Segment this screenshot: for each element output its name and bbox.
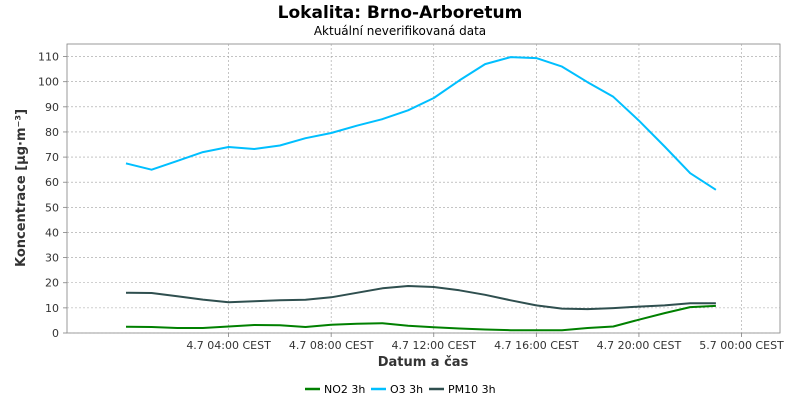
y-tick-label: 0	[52, 327, 59, 340]
y-tick-label: 90	[45, 101, 59, 114]
y-tick-label: 100	[38, 76, 59, 89]
y-tick-label: 80	[45, 126, 59, 139]
y-tick-label: 30	[45, 252, 59, 265]
y-tick-label: 40	[45, 226, 59, 239]
y-tick-label: 50	[45, 201, 59, 214]
legend-item-label: NO2 3h	[324, 383, 365, 396]
series-line-no2-3h	[125, 304, 716, 332]
chart-title: Lokalita: Brno-Arboretum	[278, 3, 523, 23]
x-tick-label: 4.7 04:00 CEST	[186, 339, 271, 352]
series-line-o3-3h	[125, 56, 717, 191]
y-tick-label: 60	[45, 176, 59, 189]
x-axis-ticks: 4.7 04:00 CEST 4.7 08:00 CEST 4.7 12:00 CE…	[186, 333, 784, 352]
x-tick-label: 4.7 20:00 CEST	[597, 339, 682, 352]
y-tick-label: 10	[45, 302, 59, 315]
y-tick-label: 20	[45, 277, 59, 290]
y-tick-label: 70	[45, 151, 59, 164]
legend-item-label: O3 3h	[390, 383, 423, 396]
y-axis-label: Koncentrace [µg·m⁻³]	[14, 109, 29, 267]
y-axis-ticks: 0 10 20 30 40 50 60 70 80 90 100 110	[38, 51, 67, 340]
legend: NO2 3h O3 3h PM10 3h	[305, 383, 496, 396]
plot-area	[66, 43, 781, 334]
y-tick-label: 110	[38, 51, 59, 64]
series-line-pm10-3h	[125, 285, 716, 311]
x-axis-label: Datum a čas	[378, 355, 469, 370]
x-tick-label: 4.7 12:00 CEST	[391, 339, 476, 352]
gridlines	[67, 44, 780, 334]
x-tick-label: 5.7 00:00 CEST	[699, 339, 784, 352]
x-tick-label: 4.7 16:00 CEST	[494, 339, 579, 352]
chart-subtitle: Aktuální neverifikovaná data	[314, 24, 486, 38]
series-lines	[125, 56, 717, 332]
legend-item-label: PM10 3h	[448, 383, 496, 396]
x-tick-label: 4.7 08:00 CEST	[289, 339, 374, 352]
